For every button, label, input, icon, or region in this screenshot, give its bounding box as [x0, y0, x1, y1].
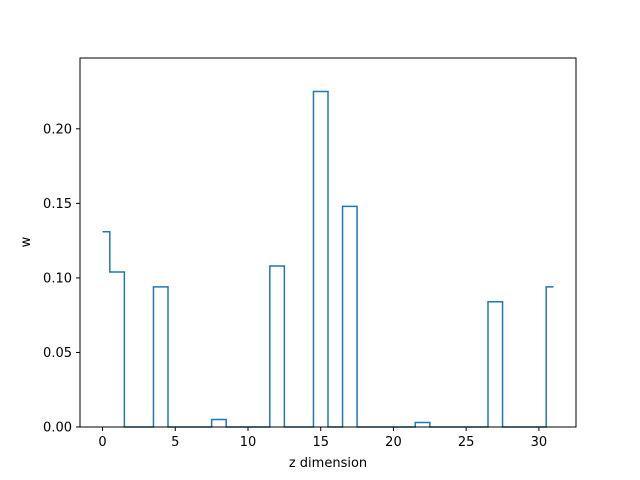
plot-frame: [79, 57, 577, 428]
y-tick-label: 0.10: [43, 271, 72, 286]
x-tick-label: 30: [531, 435, 548, 450]
x-tick-label: 0: [98, 435, 106, 450]
x-axis-label: z dimension: [289, 456, 367, 471]
y-tick-label: 0.15: [43, 197, 72, 212]
y-axis-ticks: 0.00 0.05 0.10 0.15 0.20: [43, 122, 80, 436]
x-axis-ticks: 0 5 10 15 20 25 30: [98, 427, 547, 450]
x-tick-label: 20: [385, 435, 402, 450]
y-tick-label: 0.00: [43, 421, 72, 436]
y-axis-label: w: [19, 236, 34, 247]
x-tick-label: 15: [312, 435, 329, 450]
x-tick-label: 25: [458, 435, 475, 450]
y-tick-label: 0.20: [43, 122, 72, 137]
y-tick-label: 0.05: [43, 346, 72, 361]
x-tick-label: 10: [240, 435, 257, 450]
x-tick-label: 5: [171, 435, 179, 450]
